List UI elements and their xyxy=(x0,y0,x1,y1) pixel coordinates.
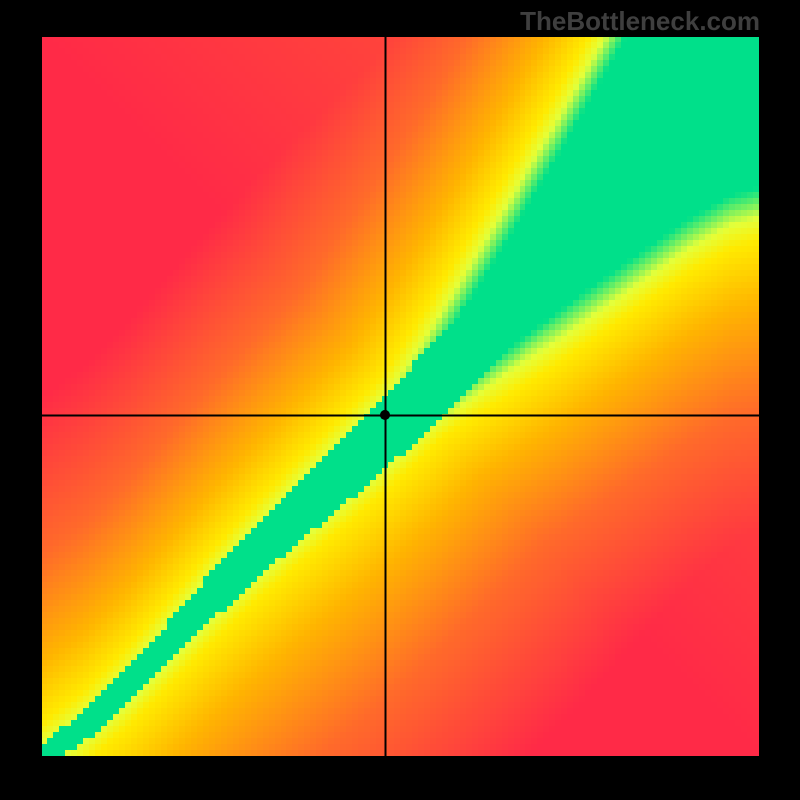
outer-frame: TheBottleneck.com xyxy=(0,0,800,800)
bottleneck-heatmap xyxy=(42,37,759,756)
watermark-text: TheBottleneck.com xyxy=(520,6,760,37)
